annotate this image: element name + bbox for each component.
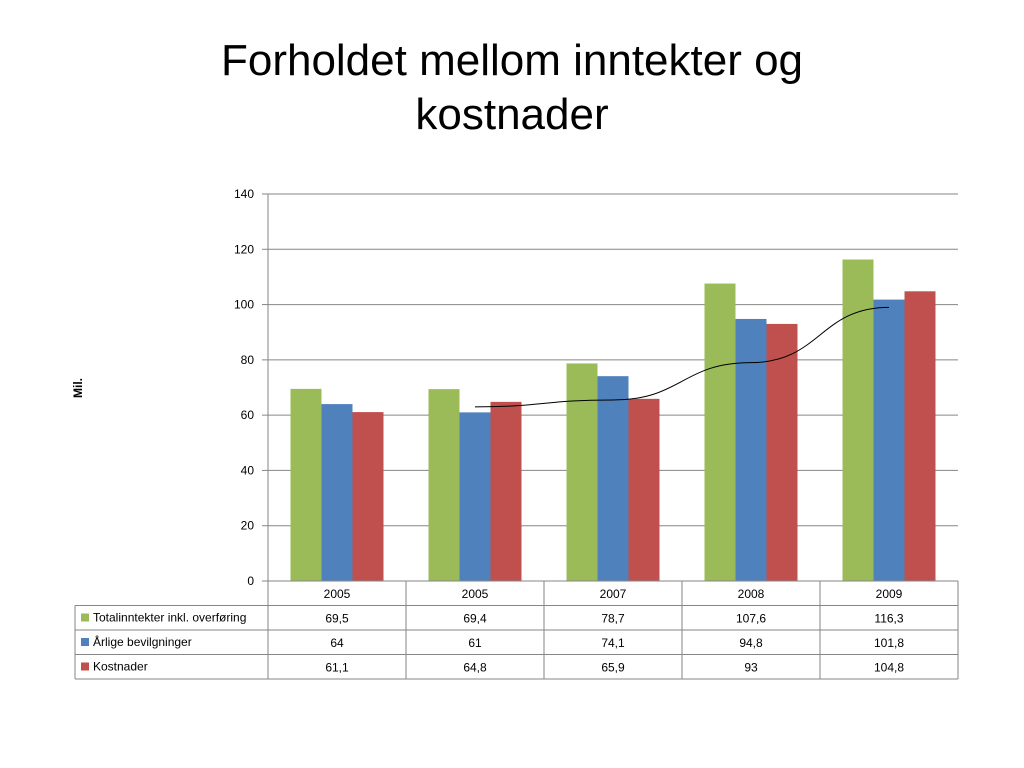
legend-key — [81, 638, 89, 646]
data-value-label: 93 — [744, 661, 758, 675]
data-value-label: 107,6 — [736, 612, 766, 626]
x-category-label: 2005 — [324, 587, 351, 601]
bar — [566, 363, 598, 581]
data-value-label: 64,8 — [463, 661, 487, 675]
data-value-label: 94,8 — [739, 636, 763, 650]
data-value-label: 101,8 — [874, 636, 904, 650]
trendline — [474, 306, 890, 408]
bars — [290, 259, 936, 581]
y-tick-label: 80 — [241, 353, 255, 367]
bar — [459, 412, 491, 581]
page-title: Forholdet mellom inntekter og kostnader — [0, 34, 1024, 142]
bar — [904, 291, 936, 581]
data-value-label: 78,7 — [601, 612, 625, 626]
bar — [490, 401, 522, 581]
x-category-label: 2005 — [462, 587, 489, 601]
title-line-1: Forholdet mellom inntekter og — [220, 36, 804, 85]
y-tick-label: 100 — [234, 298, 254, 312]
legend-key — [81, 613, 89, 622]
bar — [628, 398, 660, 581]
x-category-label: 2007 — [600, 587, 627, 601]
bar — [290, 388, 322, 581]
legend-label: Totalinntekter inkl. overføring — [93, 611, 246, 625]
legend-label: Kostnader — [93, 660, 148, 674]
legend-label: Årlige bevilgninger — [93, 634, 192, 649]
y-tick-label: 40 — [241, 463, 255, 477]
y-axis-ticks: 0 20 40 60 80 100 120 140 — [234, 187, 268, 588]
data-value-label: 64 — [330, 636, 344, 650]
bar — [766, 323, 798, 581]
data-value-label: 69,5 — [325, 612, 349, 626]
bar — [873, 299, 905, 581]
y-axis-label: Mil. — [71, 378, 85, 398]
data-value-label: 74,1 — [601, 636, 625, 650]
bar — [321, 404, 353, 581]
bar — [428, 389, 460, 581]
y-tick-label: 60 — [241, 408, 255, 422]
bar — [842, 259, 874, 581]
y-tick-label: 0 — [247, 574, 254, 588]
data-value-label: 61,1 — [325, 661, 349, 675]
bar — [735, 318, 767, 581]
bar — [597, 376, 629, 581]
x-category-label: 2009 — [876, 587, 903, 601]
data-value-label: 61 — [468, 636, 482, 650]
data-value-label: 69,4 — [463, 612, 487, 626]
data-value-label: 65,9 — [601, 661, 625, 675]
legend-key — [81, 662, 89, 671]
bar — [704, 283, 736, 581]
trendline-path — [474, 306, 890, 408]
title-line-2: kostnader — [415, 90, 609, 139]
y-tick-label: 20 — [241, 519, 255, 533]
data-value-label: 104,8 — [874, 661, 904, 675]
y-tick-label: 120 — [234, 242, 254, 256]
data-value-label: 116,3 — [874, 612, 903, 626]
x-category-label: 2008 — [738, 587, 765, 601]
data-table: 2005 2005 2007 2008 2009 Totalinntekter inkl.… — [74, 580, 959, 680]
bar — [352, 412, 384, 581]
y-tick-label: 140 — [234, 187, 254, 201]
